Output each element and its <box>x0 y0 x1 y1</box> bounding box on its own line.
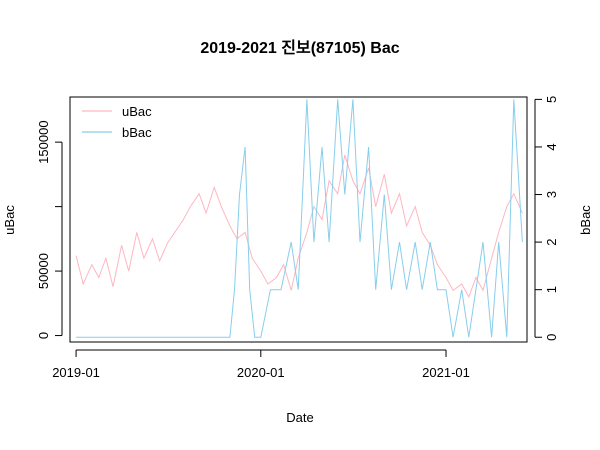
plot-frame <box>69 96 528 343</box>
chart-title: 2019-2021 진보(87105) Bac <box>200 39 399 57</box>
legend: uBac bBac <box>82 104 152 140</box>
y-axis-left-title: uBac <box>2 205 17 235</box>
y-right-tick-label: 3 <box>544 191 559 198</box>
series-layer <box>75 99 523 338</box>
x-tick-label: 2021-01 <box>422 365 470 380</box>
y-axis-right-title: bBac <box>578 205 593 235</box>
x-axis-title: Date <box>286 410 313 425</box>
y-right-tick-label: 1 <box>544 286 559 293</box>
legend-label-bbac: bBac <box>122 125 152 140</box>
legend-label-ubac: uBac <box>122 104 152 119</box>
y-right-tick-label: 0 <box>544 334 559 341</box>
x-tick-label: 2020-01 <box>237 365 285 380</box>
plot-content <box>69 96 528 343</box>
y-right-tick-label: 4 <box>544 143 559 150</box>
y-axis-right: 0 1 2 3 4 5 <box>534 96 559 341</box>
x-tick-label: 2019-01 <box>52 365 100 380</box>
y-left-tick-label: 50000 <box>36 253 51 289</box>
series-line-bbac <box>76 99 523 338</box>
y-left-tick-label: 150000 <box>36 120 51 163</box>
x-axis: 2019-01 2020-01 2021-01 <box>52 349 470 380</box>
y-right-tick-label: 2 <box>544 238 559 245</box>
y-left-tick-label: 0 <box>36 332 51 339</box>
y-right-tick-label: 5 <box>544 96 559 103</box>
y-axis-left: 0 50000 150000 <box>36 120 63 339</box>
series-line-ubac <box>75 154 523 299</box>
